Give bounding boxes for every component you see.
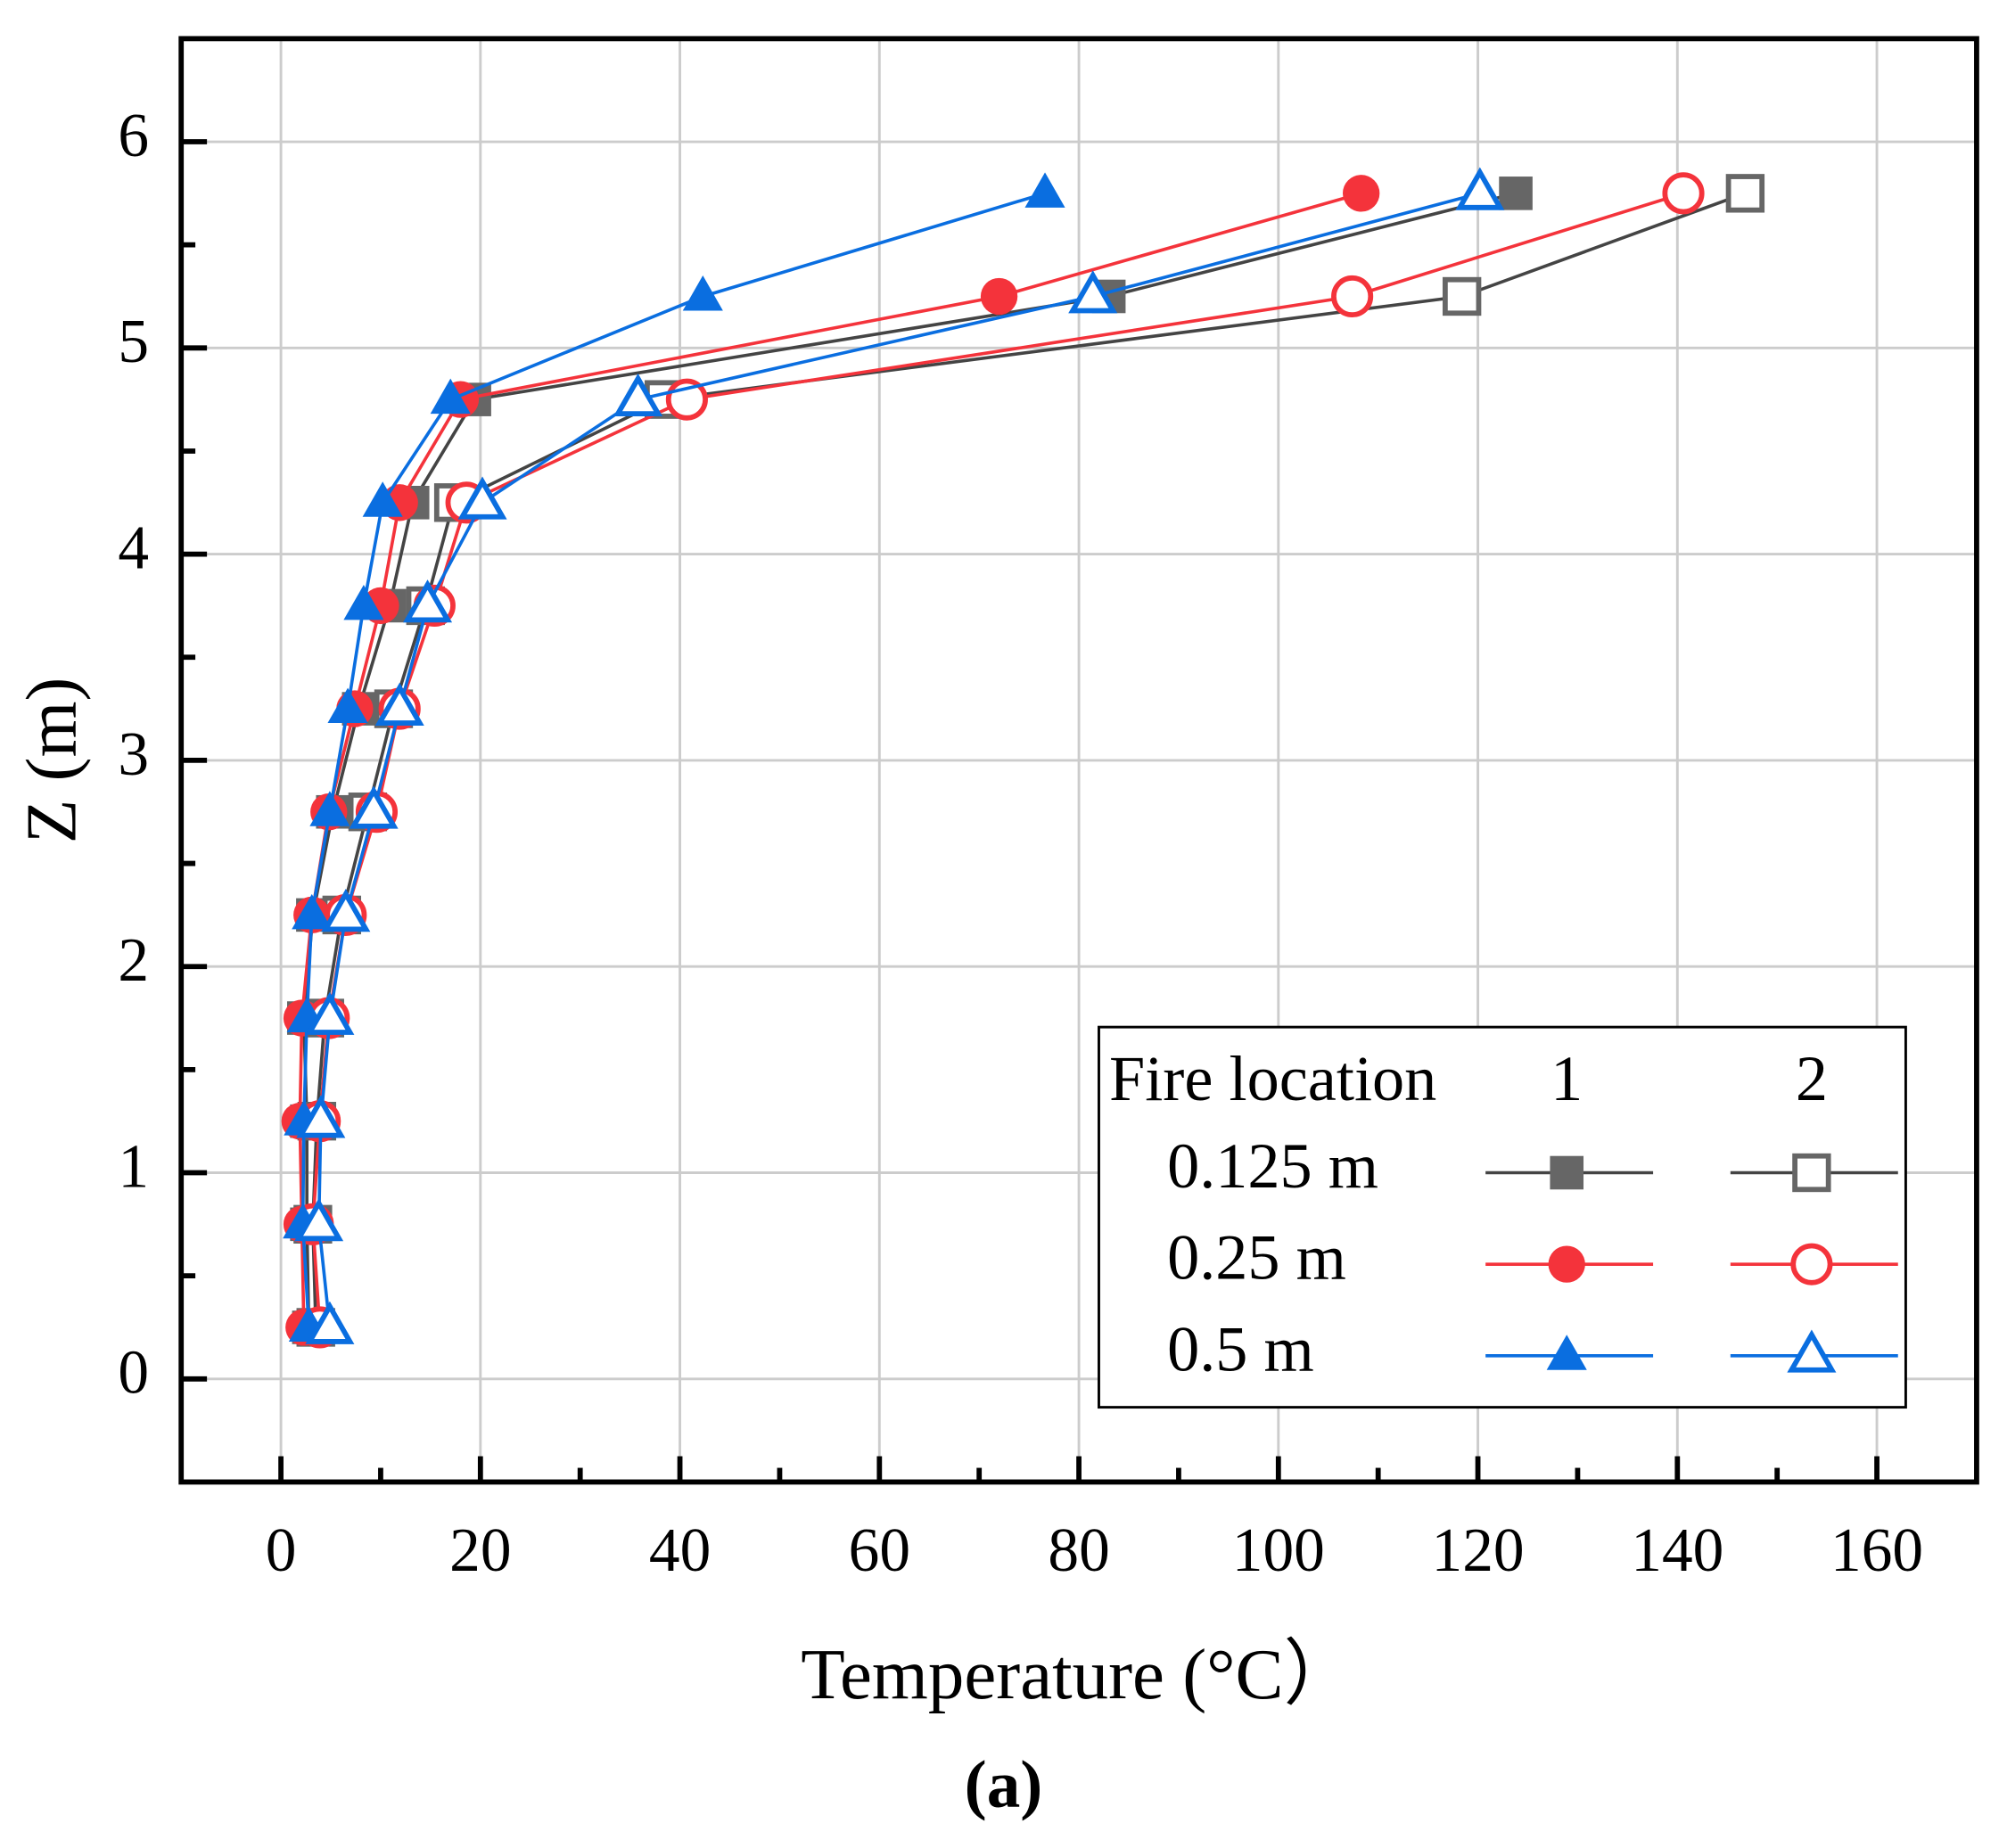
marker (349, 785, 399, 829)
marker (457, 476, 507, 520)
x-tick-label: 100 (1232, 1516, 1325, 1585)
marker (1068, 270, 1118, 314)
marker (430, 378, 471, 415)
x-tick-label: 20 (449, 1516, 511, 1585)
y-tick-label: 6 (118, 102, 149, 170)
series-line (300, 192, 1046, 1328)
x-tick-label: 0 (266, 1516, 297, 1585)
marker (402, 579, 453, 623)
x-tick-label: 80 (1048, 1516, 1109, 1585)
caption: (a) (965, 1748, 1043, 1822)
marker (1455, 167, 1505, 210)
legend-box (1098, 1025, 1907, 1409)
x-tick-label: 140 (1631, 1516, 1723, 1585)
marker (980, 277, 1018, 316)
marker (294, 1198, 344, 1242)
marker (1550, 1155, 1584, 1190)
y-tick-label: 5 (118, 308, 149, 376)
y-axis-label: Z (m) (11, 678, 91, 844)
marker (1499, 177, 1533, 210)
marker (1725, 174, 1765, 213)
y-tick-label: 0 (118, 1339, 149, 1408)
marker (613, 373, 663, 417)
marker (292, 893, 333, 930)
x-axis-label: Temperature (°C） (801, 1634, 1355, 1714)
x-tick-label: 40 (649, 1516, 711, 1585)
marker (374, 682, 424, 726)
marker (1442, 276, 1482, 316)
marker (1790, 1243, 1833, 1285)
x-tick-label: 120 (1432, 1516, 1525, 1585)
series-line (317, 192, 1481, 1328)
legend-row: 0.125 m (1167, 1130, 1378, 1202)
marker (1662, 172, 1705, 215)
marker (309, 791, 350, 826)
marker (343, 584, 384, 620)
legend-row: 0.25 m (1167, 1222, 1346, 1294)
marker (1548, 1245, 1585, 1283)
legend-column: 1 (1550, 1043, 1583, 1114)
legend-title: Fire location (1109, 1043, 1436, 1114)
marker (362, 481, 403, 517)
legend-column: 2 (1796, 1043, 1828, 1114)
y-tick-label: 2 (118, 926, 149, 995)
marker (321, 889, 371, 932)
y-tick-label: 3 (118, 720, 149, 789)
y-tick-label: 4 (118, 514, 149, 583)
legend-row: 0.5 m (1167, 1313, 1314, 1384)
marker (305, 1301, 355, 1344)
marker (327, 687, 368, 724)
x-tick-label: 160 (1830, 1516, 1923, 1585)
marker (682, 275, 723, 311)
marker (1787, 1329, 1837, 1373)
marker (1024, 172, 1065, 208)
x-tick-label: 60 (849, 1516, 910, 1585)
marker (1331, 275, 1374, 318)
y-tick-label: 1 (118, 1132, 149, 1201)
marker (1546, 1335, 1587, 1370)
marker (1792, 1153, 1831, 1193)
marker (305, 991, 355, 1035)
marker (1342, 175, 1380, 212)
marker (296, 1095, 346, 1138)
plot-frame (178, 36, 1979, 1485)
